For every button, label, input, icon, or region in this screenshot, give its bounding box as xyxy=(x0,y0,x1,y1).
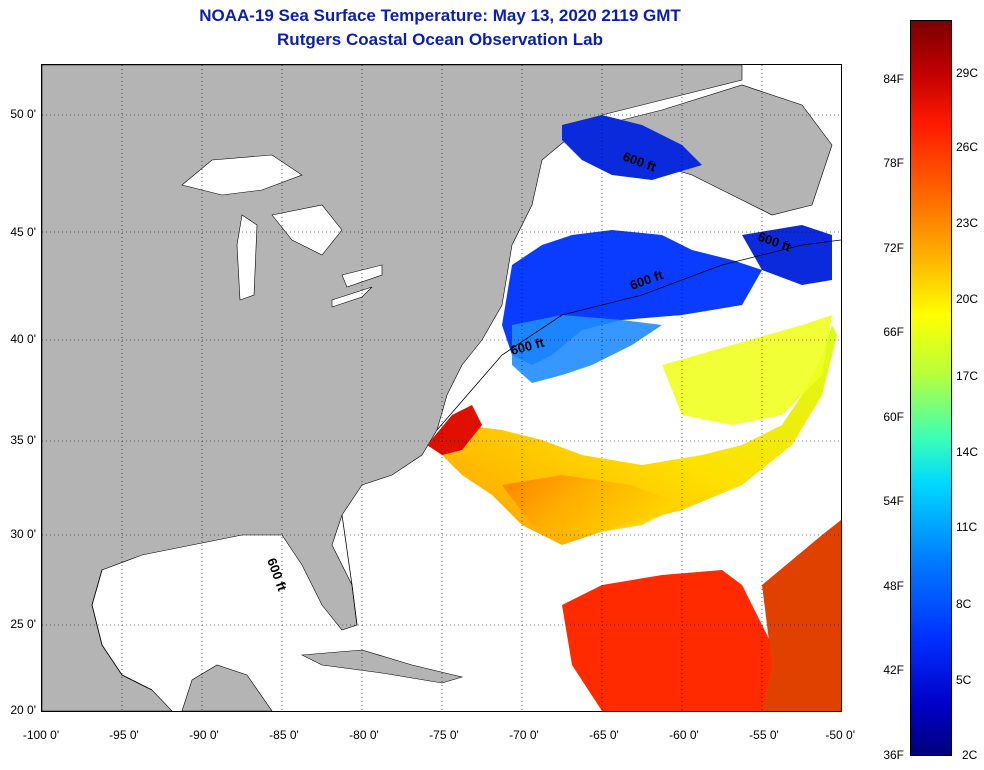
colorbar-f-label: 84F xyxy=(883,72,904,86)
colorbar-f-label: 48F xyxy=(883,579,904,593)
colorbar-c-label: 2C xyxy=(962,748,978,762)
colorbar-f-label: 60F xyxy=(883,410,904,424)
great-lakes xyxy=(181,154,383,308)
lat-label: 25 0' xyxy=(10,617,36,631)
lon-label: -90 0' xyxy=(189,728,219,742)
sst-southern-warm xyxy=(562,570,782,711)
lon-label: -75 0' xyxy=(429,728,459,742)
depth-contour-line xyxy=(91,239,841,691)
temperature-colorbar xyxy=(910,20,952,756)
land-yucatan xyxy=(181,664,273,711)
colorbar-f-label: 42F xyxy=(883,663,904,677)
lon-label: -95 0' xyxy=(109,728,139,742)
colorbar-f-label: 72F xyxy=(883,241,904,255)
colorbar-c-label: 14C xyxy=(956,445,979,459)
lon-label: -60 0' xyxy=(669,728,699,742)
colorbar-c-label: 17C xyxy=(956,369,979,383)
sst-gulf-of-st-lawrence xyxy=(562,115,702,180)
sst-map: 600 ft 600 ft 600 ft 600 ft 600 ft xyxy=(41,64,842,712)
colorbar-f-label: 78F xyxy=(883,156,904,170)
colorbar-f-label: 66F xyxy=(883,325,904,339)
colorbar-c-label: 29C xyxy=(956,66,979,80)
sst-labrador-edge xyxy=(742,225,832,285)
contour-label: 600 ft xyxy=(264,556,290,594)
colorbar-c-label: 11C xyxy=(956,520,978,534)
map-subtitle: Rutgers Coastal Ocean Observation Lab xyxy=(277,30,603,49)
sst-mid-yellow xyxy=(662,315,832,425)
colorbar-c-label: 20C xyxy=(956,292,979,306)
lon-label: -55 0' xyxy=(749,728,779,742)
map-title: NOAA-19 Sea Surface Temperature: May 13,… xyxy=(199,6,681,25)
lon-label: -50 0' xyxy=(825,728,855,742)
lon-label: -70 0' xyxy=(509,728,539,742)
lat-label: 20 0' xyxy=(10,703,36,717)
colorbar-f-label: 54F xyxy=(883,494,904,508)
lat-label: 35 0' xyxy=(10,433,36,447)
lat-label: 30 0' xyxy=(10,527,36,541)
lat-label: 50 0' xyxy=(10,107,36,121)
sst-southeast-warm xyxy=(762,520,841,711)
lon-label: -65 0' xyxy=(589,728,619,742)
lon-label: -80 0' xyxy=(349,728,379,742)
lon-label: -100 0' xyxy=(22,728,60,742)
lon-label: -85 0' xyxy=(269,728,299,742)
lat-label: 40 0' xyxy=(10,332,36,346)
map-canvas: 600 ft 600 ft 600 ft 600 ft 600 ft xyxy=(42,65,841,711)
lat-label: 45 0' xyxy=(10,225,36,239)
sst-mid-orange xyxy=(502,475,682,535)
colorbar-c-label: 26C xyxy=(956,140,979,154)
sst-cool-shelf xyxy=(512,315,662,383)
colorbar-c-label: 5C xyxy=(956,673,972,687)
colorbar-c-label: 8C xyxy=(956,597,972,611)
land-cuba xyxy=(300,649,464,684)
colorbar-c-label: 23C xyxy=(956,216,979,230)
sst-gulf-stream-core xyxy=(427,405,482,455)
colorbar-f-label: 36F xyxy=(883,748,904,762)
